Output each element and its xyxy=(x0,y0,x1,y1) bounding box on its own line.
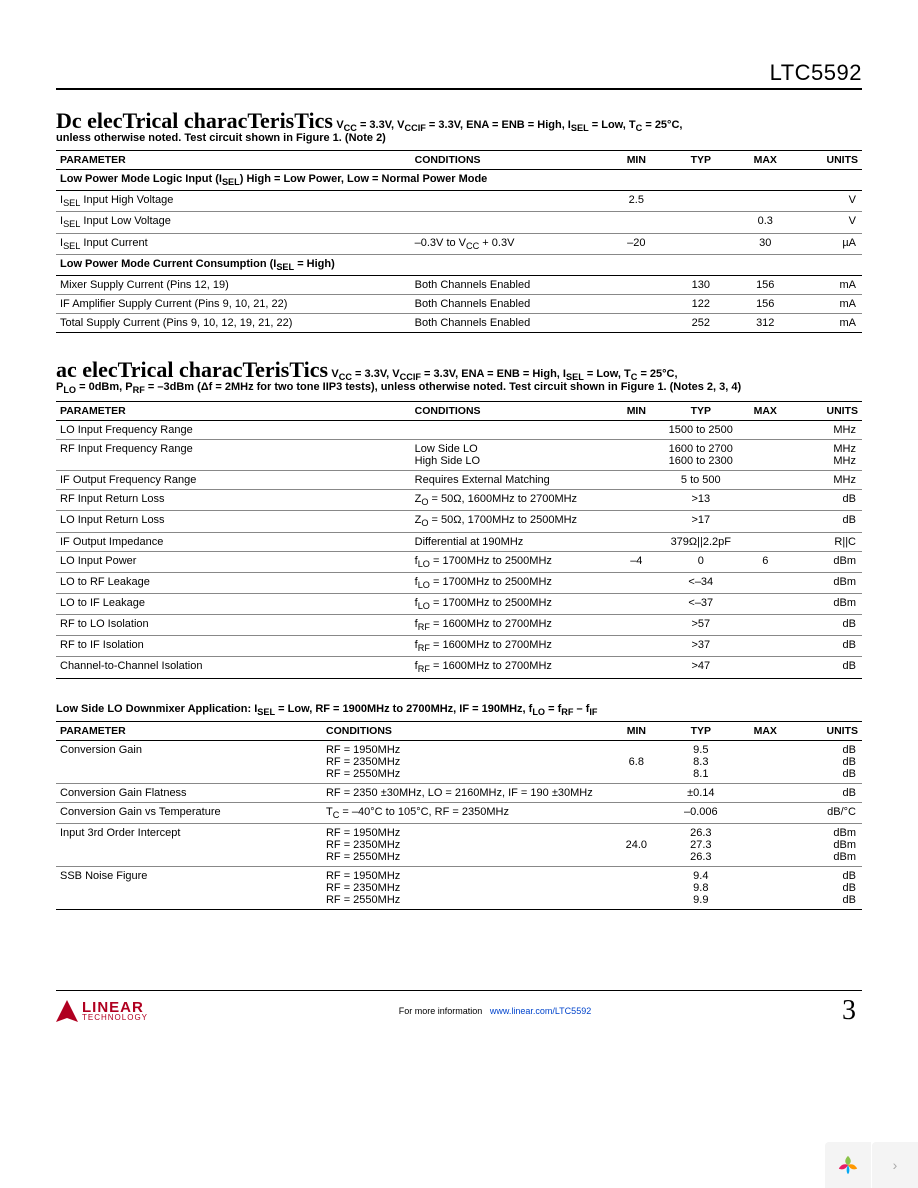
dc-section: Dc elecTrical characTerisTics VCC = 3.3V… xyxy=(56,108,862,333)
corner-next-icon[interactable]: › xyxy=(872,1142,918,1188)
col-header: TYP xyxy=(669,721,733,740)
table-row: LO Input Return LossZO = 50Ω, 1700MHz to… xyxy=(56,511,862,532)
col-header: TYP xyxy=(669,402,733,421)
col-header: MAX xyxy=(733,151,797,170)
table-row: Channel-to-Channel IsolationfRF = 1600MH… xyxy=(56,657,862,678)
table-row: IF Output Frequency RangeRequires Extern… xyxy=(56,471,862,490)
table-row: IF Output ImpedanceDifferential at 190MH… xyxy=(56,532,862,551)
dc-table: PARAMETERCONDITIONSMINTYPMAXUNITSLow Pow… xyxy=(56,150,862,333)
page-footer: LINEAR TECHNOLOGY For more information w… xyxy=(56,990,862,1027)
table-row: RF Input Return LossZO = 50Ω, 1600MHz to… xyxy=(56,490,862,511)
col-header: TYP xyxy=(669,151,733,170)
col-header: PARAMETER xyxy=(56,151,411,170)
footer-link[interactable]: www.linear.com/LTC5592 xyxy=(490,1006,591,1016)
col-header: MIN xyxy=(604,721,668,740)
table-row: RF to IF IsolationfRF = 1600MHz to 2700M… xyxy=(56,636,862,657)
col-header: MIN xyxy=(604,151,668,170)
table-row: Mixer Supply Current (Pins 12, 19)Both C… xyxy=(56,275,862,294)
corner-leaf-icon[interactable] xyxy=(825,1142,871,1188)
table-row: Conversion GainRF = 1950MHzRF = 2350MHzR… xyxy=(56,740,862,783)
table-row: ISEL Input Current–0.3V to VCC + 0.3V–20… xyxy=(56,233,862,254)
table-row: RF Input Frequency RangeLow Side LOHigh … xyxy=(56,440,862,471)
table-row: Total Supply Current (Pins 9, 10, 12, 19… xyxy=(56,313,862,332)
table-row: RF to LO IsolationfRF = 1600MHz to 2700M… xyxy=(56,615,862,636)
table-row: ISEL Input Low Voltage0.3V xyxy=(56,212,862,233)
ac-table: PARAMETERCONDITIONSMINTYPMAXUNITSLO Inpu… xyxy=(56,401,862,679)
ac-section: ac elecTrical characTerisTics VCC = 3.3V… xyxy=(56,357,862,679)
part-number: LTC5592 xyxy=(56,60,862,90)
corner-widget: › xyxy=(825,1142,918,1188)
logo: LINEAR TECHNOLOGY xyxy=(56,1000,148,1022)
footer-info: For more information www.linear.com/LTC5… xyxy=(148,1006,842,1016)
col-header: CONDITIONS xyxy=(322,721,604,740)
page-number: 3 xyxy=(842,995,862,1027)
table-row: LO to IF LeakagefLO = 1700MHz to 2500MHz… xyxy=(56,593,862,614)
col-header: MIN xyxy=(604,402,668,421)
table-row: Input 3rd Order InterceptRF = 1950MHzRF … xyxy=(56,824,862,867)
col-header: PARAMETER xyxy=(56,721,322,740)
dc-note: unless otherwise noted. Test circuit sho… xyxy=(56,132,862,144)
lowside-section: Low Side LO Downmixer Application: ISEL … xyxy=(56,703,862,910)
col-header: UNITS xyxy=(797,151,862,170)
table-row: LO Input Frequency Range1500 to 2500MHz xyxy=(56,421,862,440)
col-header: CONDITIONS xyxy=(411,402,604,421)
table-row: Conversion Gain vs TemperatureTC = –40°C… xyxy=(56,802,862,823)
col-header: MAX xyxy=(733,721,797,740)
table-row: ISEL Input High Voltage2.5V xyxy=(56,191,862,212)
table-row: Low Power Mode Logic Input (ISEL) High =… xyxy=(56,170,862,191)
col-header: PARAMETER xyxy=(56,402,411,421)
table-row: IF Amplifier Supply Current (Pins 9, 10,… xyxy=(56,294,862,313)
col-header: UNITS xyxy=(798,721,863,740)
col-header: MAX xyxy=(733,402,797,421)
lowside-header: Low Side LO Downmixer Application: ISEL … xyxy=(56,703,862,717)
col-header: CONDITIONS xyxy=(411,151,604,170)
table-row: Conversion Gain FlatnessRF = 2350 ±30MHz… xyxy=(56,783,862,802)
logo-sub: TECHNOLOGY xyxy=(82,1014,148,1021)
table-row: Low Power Mode Current Consumption (ISEL… xyxy=(56,254,862,275)
logo-main: LINEAR xyxy=(82,1001,148,1015)
ac-title: ac elecTrical characTerisTics xyxy=(56,357,328,382)
col-header: UNITS xyxy=(797,402,862,421)
table-row: LO to RF LeakagefLO = 1700MHz to 2500MHz… xyxy=(56,572,862,593)
logo-icon xyxy=(56,1000,78,1022)
dc-title: Dc elecTrical characTerisTics xyxy=(56,108,333,133)
ac-note: PLO = 0dBm, PRF = –3dBm (Δf = 2MHz for t… xyxy=(56,381,862,395)
table-row: SSB Noise FigureRF = 1950MHzRF = 2350MHz… xyxy=(56,867,862,910)
dc-conditions: VCC = 3.3V, VCCIF = 3.3V, ENA = ENB = Hi… xyxy=(336,119,682,131)
lowside-table: PARAMETERCONDITIONSMINTYPMAXUNITSConvers… xyxy=(56,721,862,910)
table-row: LO Input PowerfLO = 1700MHz to 2500MHz–4… xyxy=(56,551,862,572)
ac-conditions: VCC = 3.3V, VCCIF = 3.3V, ENA = ENB = Hi… xyxy=(331,368,677,380)
